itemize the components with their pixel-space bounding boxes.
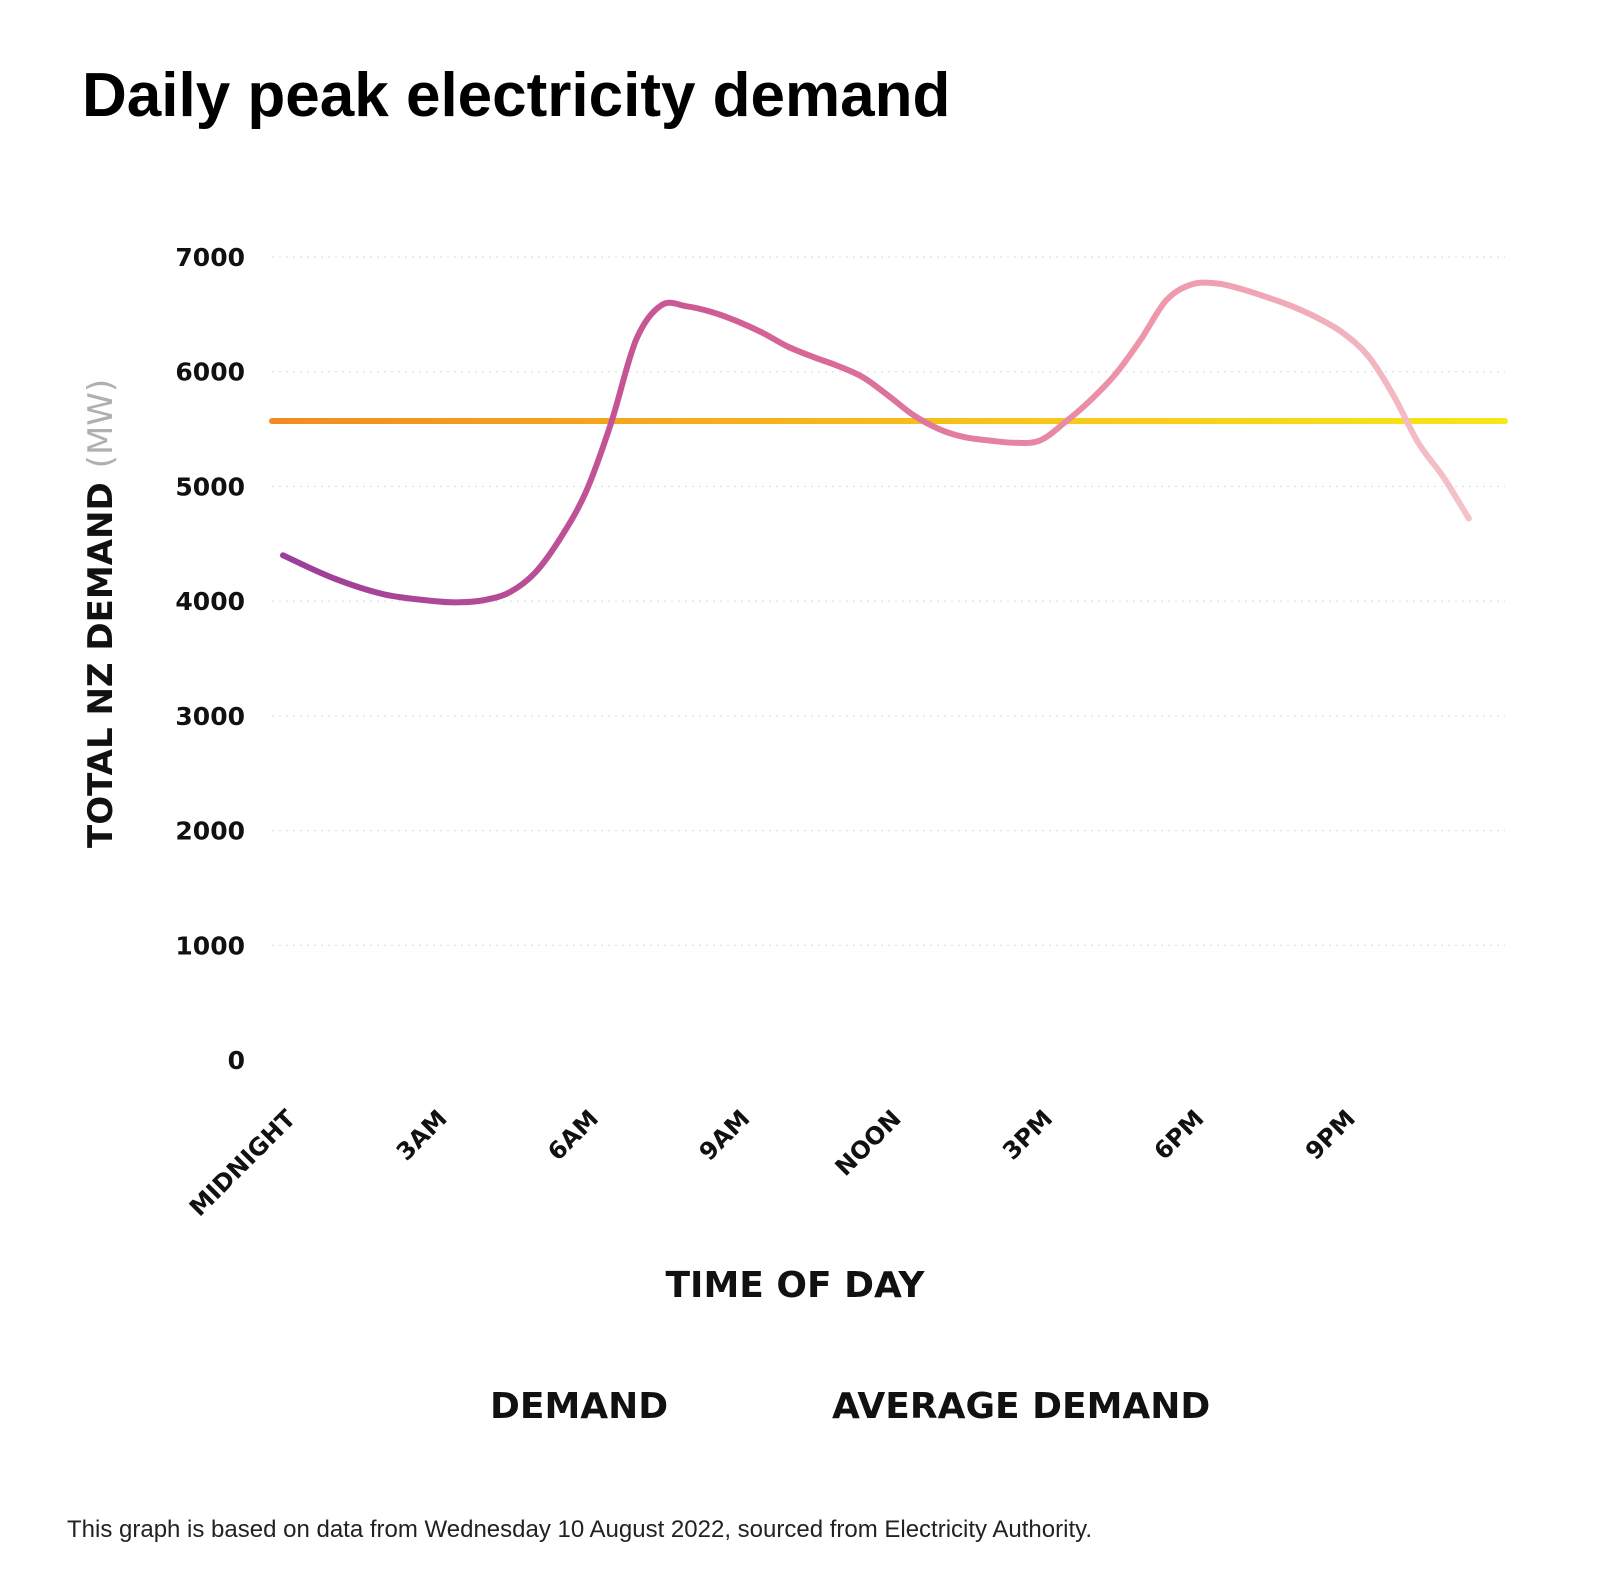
y-axis-label-text: TOTAL NZ DEMAND bbox=[81, 482, 121, 848]
x-tick-label: 3PM bbox=[997, 1104, 1058, 1165]
y-axis-label-unit: (MW) bbox=[81, 379, 121, 468]
y-tick-label: 4000 bbox=[175, 587, 245, 616]
x-tick-label: 6PM bbox=[1149, 1104, 1210, 1165]
x-tick-label: NOON bbox=[830, 1104, 907, 1181]
legend: DEMAND AVERAGE DEMAND bbox=[374, 1386, 1210, 1427]
demand-line bbox=[280, 279, 1472, 606]
x-axis-label: TIME OF DAY bbox=[666, 1265, 926, 1306]
y-tick-label: 5000 bbox=[175, 472, 245, 501]
x-tick-label: 6AM bbox=[542, 1104, 604, 1166]
y-tick-label: 1000 bbox=[175, 931, 245, 960]
x-tick-label: 9AM bbox=[694, 1104, 756, 1166]
footnote: This graph is based on data from Wednesd… bbox=[67, 1516, 1092, 1543]
y-tick-label: 2000 bbox=[175, 817, 245, 846]
y-axis-ticks: 0 1000 2000 3000 4000 5000 6000 7000 bbox=[175, 243, 245, 1075]
y-axis-label: TOTAL NZ DEMAND (MW) bbox=[81, 379, 121, 848]
x-tick-label: 3AM bbox=[391, 1104, 453, 1166]
x-axis-ticks: MIDNIGHT 3AM 6AM 9AM NOON 3PM 6PM 9PM bbox=[184, 1104, 1361, 1222]
y-tick-label: 6000 bbox=[175, 358, 245, 387]
legend-demand-label: DEMAND bbox=[490, 1386, 668, 1427]
x-tick-label: MIDNIGHT bbox=[184, 1104, 302, 1222]
grid-lines bbox=[272, 256, 1505, 946]
x-tick-label: 9PM bbox=[1300, 1104, 1361, 1165]
y-tick-label: 3000 bbox=[175, 702, 245, 731]
chart-title: Daily peak electricity demand bbox=[82, 61, 950, 130]
y-tick-label: 7000 bbox=[175, 243, 245, 272]
y-tick-label: 0 bbox=[228, 1046, 245, 1075]
legend-average-label: AVERAGE DEMAND bbox=[832, 1386, 1210, 1427]
